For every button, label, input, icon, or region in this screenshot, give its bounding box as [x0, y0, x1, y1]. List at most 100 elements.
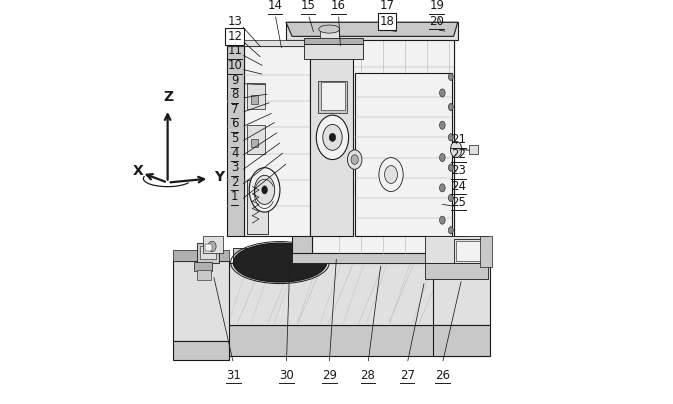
Text: Z: Z [164, 90, 174, 104]
Ellipse shape [262, 186, 267, 194]
Ellipse shape [448, 227, 453, 234]
Ellipse shape [384, 166, 398, 183]
Ellipse shape [316, 115, 349, 160]
Ellipse shape [439, 216, 445, 224]
Ellipse shape [448, 164, 453, 171]
Text: 20: 20 [429, 15, 444, 28]
Text: 30: 30 [279, 369, 294, 382]
Bar [454, 239, 488, 263]
Polygon shape [292, 253, 466, 263]
Bar [480, 236, 492, 267]
Polygon shape [304, 44, 363, 59]
Ellipse shape [439, 121, 445, 129]
Text: 21: 21 [451, 133, 466, 146]
Polygon shape [197, 263, 486, 325]
Polygon shape [292, 236, 466, 253]
Text: 16: 16 [331, 0, 346, 12]
Bar [197, 270, 211, 280]
Ellipse shape [448, 194, 453, 202]
Polygon shape [244, 46, 310, 236]
Text: X: X [133, 164, 143, 178]
Bar [251, 95, 258, 104]
Bar [469, 145, 478, 154]
Polygon shape [355, 73, 452, 236]
Ellipse shape [249, 168, 280, 212]
Text: 14: 14 [268, 0, 283, 12]
Ellipse shape [319, 25, 340, 33]
Text: 26: 26 [435, 369, 450, 382]
Polygon shape [247, 180, 268, 234]
Ellipse shape [450, 141, 462, 158]
Bar [321, 82, 345, 110]
Ellipse shape [323, 124, 342, 150]
Polygon shape [310, 53, 353, 236]
Ellipse shape [439, 154, 445, 162]
Bar [194, 262, 213, 271]
Bar [197, 243, 219, 263]
Polygon shape [227, 40, 310, 46]
Polygon shape [286, 22, 458, 40]
Ellipse shape [208, 241, 216, 252]
Ellipse shape [439, 184, 445, 192]
Text: 3: 3 [231, 161, 238, 174]
Text: 12: 12 [227, 30, 242, 43]
Polygon shape [349, 36, 454, 252]
Text: 28: 28 [361, 369, 376, 382]
Text: 31: 31 [226, 369, 241, 382]
Polygon shape [203, 236, 223, 252]
Ellipse shape [347, 150, 362, 169]
Ellipse shape [448, 103, 453, 111]
Ellipse shape [379, 158, 403, 191]
Text: 29: 29 [322, 369, 336, 382]
Text: 17: 17 [380, 0, 394, 12]
Bar [247, 125, 265, 154]
Bar [318, 81, 347, 113]
Text: 24: 24 [451, 180, 466, 193]
Text: 6: 6 [231, 118, 238, 130]
Text: 13: 13 [227, 15, 242, 28]
Ellipse shape [351, 155, 358, 164]
Text: 1: 1 [231, 190, 238, 203]
Text: 7: 7 [231, 103, 238, 116]
Polygon shape [227, 46, 244, 236]
Text: 11: 11 [227, 44, 242, 57]
Ellipse shape [439, 89, 445, 97]
Text: 10: 10 [227, 59, 242, 72]
Polygon shape [433, 325, 490, 356]
Bar [200, 246, 216, 259]
Text: Y: Y [214, 170, 224, 184]
Bar [247, 83, 265, 109]
Text: 25: 25 [451, 196, 466, 209]
Text: 18: 18 [380, 15, 394, 28]
Polygon shape [425, 263, 488, 279]
Text: 27: 27 [400, 369, 415, 382]
Ellipse shape [448, 134, 453, 141]
Ellipse shape [234, 243, 326, 282]
Polygon shape [234, 248, 326, 265]
Polygon shape [173, 261, 229, 341]
Bar [456, 241, 486, 261]
Bar [251, 139, 258, 147]
Text: 22: 22 [451, 148, 466, 161]
Polygon shape [173, 250, 229, 261]
Text: 19: 19 [429, 0, 444, 12]
Polygon shape [433, 246, 490, 325]
Polygon shape [312, 36, 454, 252]
Text: 23: 23 [451, 164, 466, 177]
Text: 4: 4 [231, 147, 238, 160]
Ellipse shape [329, 133, 336, 141]
Text: 9: 9 [231, 74, 238, 87]
Text: 8: 8 [231, 88, 238, 101]
Polygon shape [292, 36, 312, 252]
Bar [320, 30, 339, 38]
Text: 15: 15 [301, 0, 316, 12]
Ellipse shape [448, 73, 453, 80]
Text: 5: 5 [231, 132, 238, 145]
Bar [205, 244, 212, 251]
Ellipse shape [254, 175, 275, 204]
Polygon shape [425, 236, 488, 263]
Text: 2: 2 [231, 176, 238, 189]
Polygon shape [286, 22, 458, 36]
Polygon shape [197, 325, 486, 356]
Polygon shape [173, 341, 229, 360]
